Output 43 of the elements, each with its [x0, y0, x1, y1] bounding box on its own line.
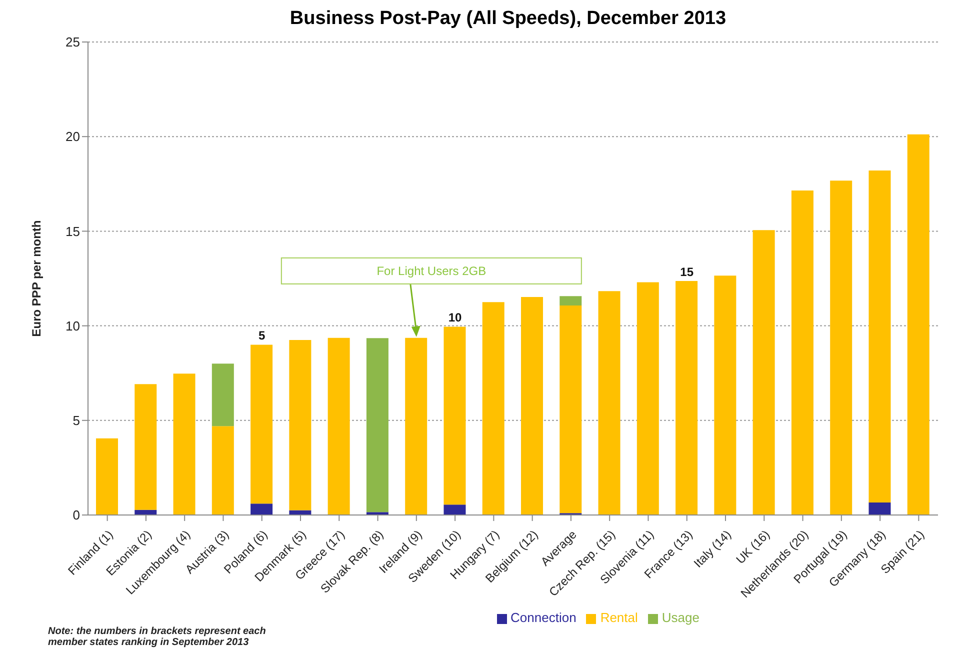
bar [714, 276, 736, 515]
y-axis-title: Euro PPP per month [29, 220, 44, 337]
text: Note: the numbers in brackets represent each member states ranking in September 2013 [48, 626, 267, 648]
bar [444, 504, 466, 515]
bar [250, 344, 273, 504]
bar [366, 338, 388, 512]
y-tick-label: 25 [66, 34, 80, 50]
annotation: 15 [680, 264, 694, 279]
bar [482, 302, 504, 515]
bar [444, 326, 466, 505]
bar [405, 338, 428, 515]
y-tick-label: 10 [66, 318, 80, 334]
bar [134, 384, 157, 510]
bar [328, 338, 350, 515]
bar [560, 296, 582, 306]
annotation: 10 [448, 310, 462, 325]
bar [830, 180, 852, 515]
bar [676, 280, 698, 515]
annotation: 5 [258, 328, 266, 343]
bar [173, 374, 196, 515]
bar [752, 230, 775, 515]
legend-label: Usage [662, 610, 700, 625]
bar [907, 134, 930, 515]
bar [560, 306, 582, 514]
bar [636, 282, 659, 515]
y-tick-label: 15 [66, 224, 80, 239]
y-tick-label: 5 [72, 413, 80, 428]
bar [791, 190, 814, 515]
bar [868, 170, 891, 503]
annotation: For Light Users 2GB [376, 264, 486, 278]
legend-label: Rental [600, 610, 638, 625]
bar [212, 426, 234, 515]
bar [598, 291, 620, 515]
chart-title: Business Post-Pay (All Speeds), December 2013 [288, 8, 728, 30]
bar [96, 438, 118, 515]
y-tick-label: 0 [72, 508, 80, 523]
legend-label: Connection [510, 610, 576, 625]
bar [250, 504, 273, 515]
y-tick-label: 20 [66, 129, 80, 144]
bar [212, 364, 234, 426]
bar [521, 297, 543, 515]
bar [289, 340, 312, 510]
bar [868, 502, 891, 515]
